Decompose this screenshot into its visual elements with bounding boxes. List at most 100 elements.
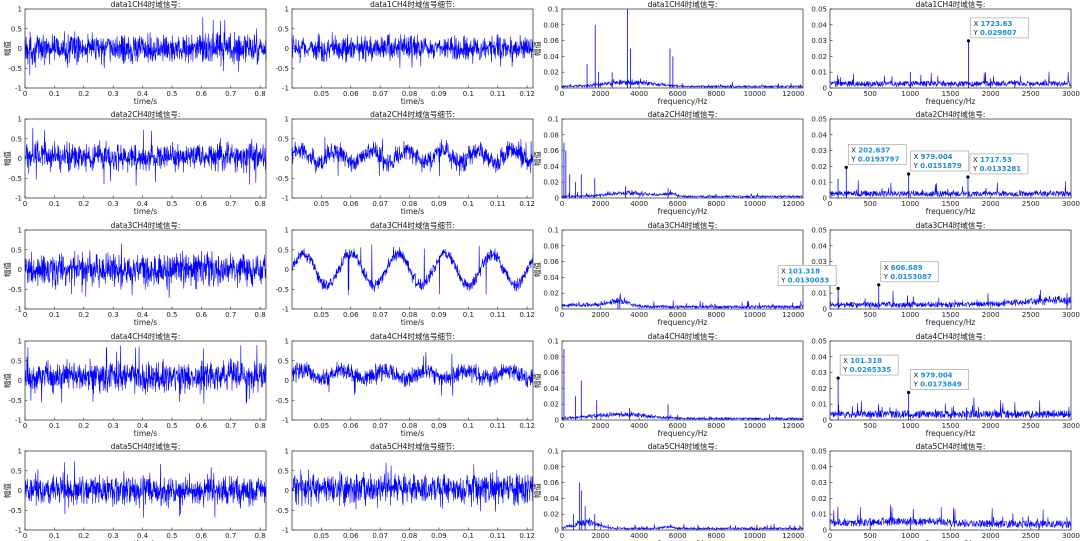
subplot-title: data5CH4时域信号:	[111, 441, 181, 451]
subplot-r4-c1: 0 0.1 0.2 0.3 0.4 0.5 0.6 0.7 0.8 -1 -0.5 0 0.5 1 data…	[2, 331, 267, 438]
subplot-title: data2CH4时域信号:	[916, 109, 986, 119]
x-tick-label: 0.07	[372, 90, 388, 98]
x-tick-label: 12000	[782, 532, 804, 540]
y-tick-label: 0	[555, 195, 559, 203]
x-tick-label: 0.5	[166, 90, 177, 98]
signal-line	[291, 462, 534, 512]
x-tick-label: 0.2	[78, 311, 89, 319]
y-tick-label: 0.06	[543, 258, 559, 266]
datatip-x-key: X	[914, 153, 921, 161]
x-tick-label: 0.08	[402, 200, 418, 208]
y-tick-label: 0.5	[11, 135, 22, 143]
subplot-title: data4CH4时域信号:	[648, 331, 718, 341]
x-axis-label: time/s	[401, 97, 424, 106]
datatip-x-row: X 979.004	[914, 372, 953, 380]
x-tick-label: 0.1	[49, 90, 60, 98]
y-tick-label: 0	[285, 155, 289, 163]
y-tick-label: 0.02	[811, 163, 827, 171]
x-axis-label: time/s	[401, 429, 424, 438]
datatip-x-value: 979.004	[921, 372, 953, 380]
x-tick-label: 0	[23, 90, 27, 98]
datatip-box	[839, 354, 899, 376]
plot-area	[562, 230, 803, 309]
subplot-r5-c2: 0.05 0.06 0.07 0.08 0.09 0.1 0.11 0.12 -1 -0.5 0 0.…	[275, 441, 535, 541]
subplot-title: data4CH4时域信号:	[111, 331, 181, 341]
x-tick-label: 500	[863, 532, 876, 540]
datatip-y-value: 0.029807	[980, 29, 1017, 37]
subplot-r4-c4: 0 500 1000 1500 2000 2500 3000 0 0.01 0.02 0.03 0.0…	[811, 331, 1080, 438]
y-axis-label: 幅值	[2, 151, 12, 166]
x-tick-label: 3000	[1062, 422, 1080, 430]
x-tick-label: 500	[863, 90, 876, 98]
datatip-x-row: X 1723.63	[973, 20, 1012, 28]
x-tick-label: 500	[863, 200, 876, 208]
y-tick-label: 0.02	[543, 401, 559, 409]
x-tick-label: 2000	[982, 311, 1000, 319]
x-axis-label: time/s	[134, 207, 157, 216]
y-tick-label: 0.08	[543, 463, 559, 471]
plot-area	[292, 230, 533, 309]
x-tick-label: 0.09	[431, 90, 447, 98]
y-tick-label: 0.5	[278, 135, 289, 143]
y-tick-label: -1	[282, 195, 289, 203]
subplot-r2-c2: 0.05 0.06 0.07 0.08 0.09 0.1 0.11 0.12 -1 -0.5 0 0.…	[275, 109, 535, 216]
plot-area	[562, 341, 803, 420]
y-tick-label: 0	[555, 85, 559, 93]
x-tick-label: 0.4	[137, 422, 149, 430]
plot-area	[830, 9, 1071, 88]
y-tick-label: 0.04	[543, 385, 559, 393]
datatip-y-key: Y	[850, 155, 858, 163]
x-tick-label: 2000	[592, 200, 610, 208]
datatip-y-row: Y 0.029807	[972, 29, 1016, 37]
y-axis-label: 幅值	[532, 373, 542, 388]
subplot-r2-c3: 0 2000 4000 6000 8000 10000 12000 0 0.02 0.04 0.06…	[532, 109, 805, 216]
x-tick-label: 0.12	[519, 200, 535, 208]
x-tick-label: 0.8	[255, 311, 266, 319]
y-axis-label: 幅值	[2, 262, 12, 277]
x-tick-label: 0.2	[78, 532, 89, 540]
x-tick-label: 0.05	[314, 532, 330, 540]
y-tick-label: 0.05	[811, 338, 827, 346]
x-tick-label: 0.05	[314, 200, 330, 208]
y-tick-label: 0.04	[543, 163, 559, 171]
x-tick-label: 0.3	[108, 422, 119, 430]
subplot-title: data2CH4时域信号:	[648, 109, 718, 119]
datatip-box	[970, 17, 1029, 39]
datatip-y-value: 0.0265335	[850, 366, 892, 374]
subplot-title: data3CH4时域信号:	[111, 220, 181, 230]
x-axis-label: frequency/Hz	[926, 539, 976, 541]
x-tick-label: 0.12	[519, 90, 535, 98]
x-tick-label: 0.05	[314, 422, 330, 430]
y-tick-label: 0	[823, 417, 827, 425]
y-axis-label: 幅值	[532, 41, 542, 56]
x-tick-label: 0.05	[314, 90, 330, 98]
axes-box	[561, 118, 804, 199]
y-tick-label: -0.5	[8, 65, 22, 73]
y-tick-label: 0.03	[811, 369, 827, 377]
y-tick-label: 0.02	[811, 53, 827, 61]
x-tick-label: 0.11	[490, 422, 506, 430]
subplot-title: data5CH4时域信号:	[648, 441, 718, 451]
x-tick-label: 0.6	[196, 311, 208, 319]
x-tick-label: 500	[863, 422, 876, 430]
x-tick-label: 0.1	[49, 422, 60, 430]
subplot-title: data1CH4时域信号:	[111, 0, 181, 9]
y-tick-label: 0.06	[543, 147, 559, 155]
signal-line	[829, 180, 1072, 198]
x-tick-label: 0.12	[519, 311, 535, 319]
subplot-r2-c1: 0 0.1 0.2 0.3 0.4 0.5 0.6 0.7 0.8 -1 -0.5 0 0.5 1 data…	[2, 109, 267, 216]
y-tick-label: 0.04	[811, 21, 827, 29]
x-tick-label: 0.09	[431, 422, 447, 430]
subplot-r1-c1: 0 0.1 0.2 0.3 0.4 0.5 0.6 0.7 0.8 -1 -0.5 0 0.5 1 data…	[2, 0, 267, 106]
x-tick-label: 0.11	[490, 90, 506, 98]
subplot-r3-c1: 0 0.1 0.2 0.3 0.4 0.5 0.6 0.7 0.8 -1 -0.5 0 0.5 1 data…	[2, 220, 267, 327]
datatip-y-key: Y	[883, 273, 891, 281]
x-tick-label: 0.1	[463, 90, 474, 98]
x-tick-label: 0.5	[166, 422, 177, 430]
x-tick-label: 0	[560, 422, 564, 430]
subplot-title: data1CH4时域信号细节:	[370, 0, 455, 9]
x-tick-label: 4000	[630, 90, 648, 98]
x-tick-label: 0.1	[463, 532, 474, 540]
y-tick-label: 0.01	[811, 401, 827, 409]
x-tick-label: 0.2	[78, 200, 89, 208]
